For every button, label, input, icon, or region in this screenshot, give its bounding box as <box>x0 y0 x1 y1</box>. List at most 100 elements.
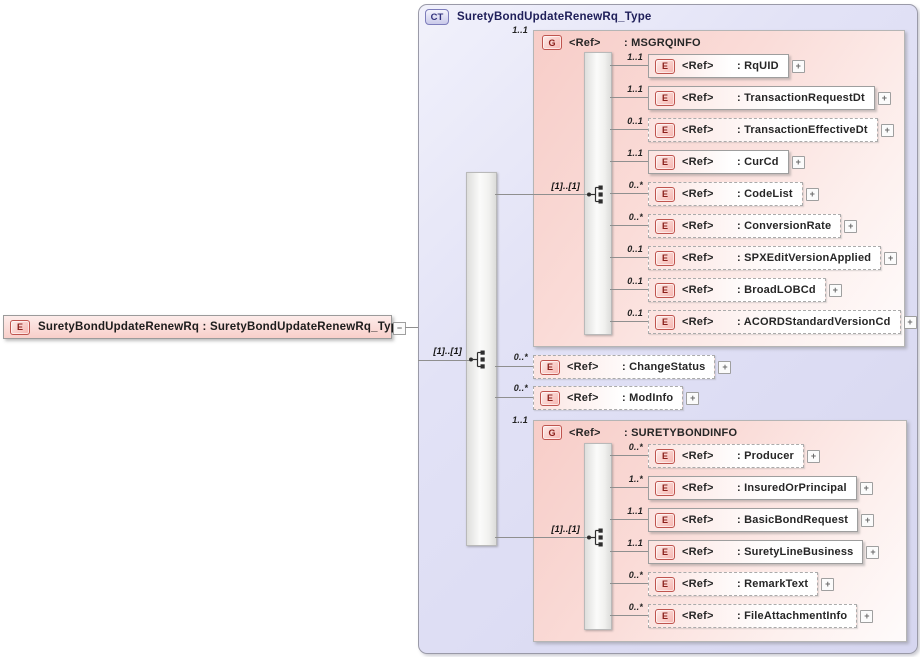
cardinality-label: 0..1 <box>627 116 643 126</box>
expand-icon[interactable]: + <box>828 283 842 297</box>
connector-line <box>495 537 590 538</box>
group-header-suretybondinfo[interactable]: G <Ref> : SURETYBONDINFO <box>542 425 737 440</box>
element-node-changestatus[interactable]: E <Ref>: ChangeStatus + <box>533 355 732 379</box>
complex-type-badge: CT <box>425 9 449 25</box>
expand-icon[interactable]: + <box>821 577 835 591</box>
cardinality-label: 1..* <box>628 474 643 484</box>
cardinality-label: 0..* <box>628 180 643 190</box>
element-node-fileattachmentinfo[interactable]: E <Ref>: FileAttachmentInfo + <box>648 604 874 628</box>
element-node-curcd[interactable]: E <Ref>: CurCd + <box>648 150 805 174</box>
sequence-icon <box>587 185 603 204</box>
cardinality-label: 1..1 <box>627 506 643 516</box>
element-node-producer[interactable]: E <Ref>: Producer + <box>648 444 821 468</box>
root-element-label: SuretyBondUpdateRenewRq : SuretyBondUpda… <box>38 321 405 333</box>
element-node-broadlobcd[interactable]: E <Ref>: BroadLOBCd + <box>648 278 842 302</box>
complex-type-header: CT SuretyBondUpdateRenewRq_Type <box>425 9 652 25</box>
element-badge: E <box>655 480 675 496</box>
sequence-icon <box>587 528 603 547</box>
element-badge: E <box>655 186 675 202</box>
expand-icon[interactable]: + <box>860 609 874 623</box>
expand-icon[interactable]: + <box>805 187 819 201</box>
cardinality-label: 1..1 <box>512 25 528 35</box>
complex-type-title: SuretyBondUpdateRenewRq_Type <box>457 11 652 23</box>
connector-line <box>610 129 648 130</box>
expand-icon[interactable]: + <box>859 481 873 495</box>
cardinality-label: 1..1 <box>627 52 643 62</box>
element-node-modinfo[interactable]: E <Ref>: ModInfo + <box>533 386 700 410</box>
element-badge: E <box>655 154 675 170</box>
cardinality-label: 0..* <box>628 602 643 612</box>
element-badge: E <box>655 448 675 464</box>
connector-line <box>610 551 648 552</box>
expand-icon[interactable]: + <box>861 513 875 527</box>
element-node-suretylinebusiness[interactable]: E <Ref>: SuretyLineBusiness + <box>648 540 880 564</box>
group-ref: <Ref> <box>569 426 601 439</box>
expand-icon[interactable]: + <box>884 251 898 265</box>
element-badge: E <box>655 58 675 74</box>
connector-line <box>495 366 533 367</box>
group-badge: G <box>542 425 562 440</box>
occurrence-label: [1]..[1] <box>433 346 462 356</box>
expand-icon[interactable]: + <box>791 155 805 169</box>
element-badge: E <box>655 314 675 330</box>
cardinality-label: 0..1 <box>627 308 643 318</box>
connector-line <box>610 257 648 258</box>
group-badge: G <box>542 35 562 50</box>
element-node-conversionrate[interactable]: E <Ref>: ConversionRate + <box>648 214 858 238</box>
element-badge: E <box>655 512 675 528</box>
cardinality-label: 0..1 <box>627 244 643 254</box>
element-node-basicbondrequest[interactable]: E <Ref>: BasicBondRequest + <box>648 508 875 532</box>
expand-icon[interactable]: + <box>791 59 805 73</box>
connector-line <box>418 360 470 361</box>
element-node-insuredorprincipal[interactable]: E <Ref>: InsuredOrPrincipal + <box>648 476 873 500</box>
expand-icon[interactable]: + <box>880 123 894 137</box>
group-header-msgrqinfo[interactable]: G <Ref> : MSGRQINFO <box>542 35 701 50</box>
connector-line <box>610 65 648 66</box>
cardinality-label: 1..1 <box>627 148 643 158</box>
connector-line <box>610 487 648 488</box>
connector-line <box>610 225 648 226</box>
connector-line <box>610 97 648 98</box>
expand-icon[interactable]: + <box>877 91 891 105</box>
element-badge: E <box>655 544 675 560</box>
element-node-codelist[interactable]: E <Ref>: CodeList + <box>648 182 819 206</box>
element-badge: E <box>10 319 30 335</box>
connector-line <box>610 519 648 520</box>
element-badge: E <box>655 576 675 592</box>
element-node-rquid[interactable]: E <Ref>: RqUID + <box>648 54 805 78</box>
connector-line <box>610 615 648 616</box>
cardinality-label: 0..* <box>628 212 643 222</box>
element-node-spxeditversionapplied[interactable]: E <Ref>: SPXEditVersionApplied + <box>648 246 898 270</box>
cardinality-label: 0..* <box>628 570 643 580</box>
connector-line <box>610 161 648 162</box>
element-node-acordstandardversioncd[interactable]: E <Ref>: ACORDStandardVersionCd + <box>648 310 917 334</box>
element-badge: E <box>655 608 675 624</box>
connector-line <box>610 289 648 290</box>
cardinality-label: 0..1 <box>627 276 643 286</box>
connector-line <box>610 455 648 456</box>
element-badge: E <box>655 218 675 234</box>
element-node-remarktext[interactable]: E <Ref>: RemarkText + <box>648 572 835 596</box>
group-name: : MSGRQINFO <box>624 36 701 49</box>
expand-icon[interactable]: + <box>866 545 880 559</box>
expand-icon[interactable]: + <box>903 315 917 329</box>
cardinality-label: 1..1 <box>512 415 528 425</box>
element-badge: E <box>540 390 560 406</box>
expand-icon[interactable]: + <box>807 449 821 463</box>
connector-line <box>610 583 648 584</box>
connector-line <box>610 193 648 194</box>
element-node-transactioneffectivedt[interactable]: E <Ref>: TransactionEffectiveDt + <box>648 118 894 142</box>
expand-icon[interactable]: + <box>844 219 858 233</box>
element-badge: E <box>655 90 675 106</box>
cardinality-label: 0..* <box>513 383 528 393</box>
expand-icon[interactable]: + <box>686 391 700 405</box>
occurrence-label: [1]..[1] <box>551 524 580 534</box>
root-element-node[interactable]: E SuretyBondUpdateRenewRq : SuretyBondUp… <box>3 315 404 339</box>
cardinality-label: 1..1 <box>627 538 643 548</box>
expand-icon[interactable]: + <box>718 360 732 374</box>
cardinality-label: 1..1 <box>627 84 643 94</box>
collapse-icon[interactable]: − <box>393 322 406 335</box>
sequence-icon <box>469 350 485 369</box>
element-node-transactionrequestdt[interactable]: E <Ref>: TransactionRequestDt + <box>648 86 891 110</box>
